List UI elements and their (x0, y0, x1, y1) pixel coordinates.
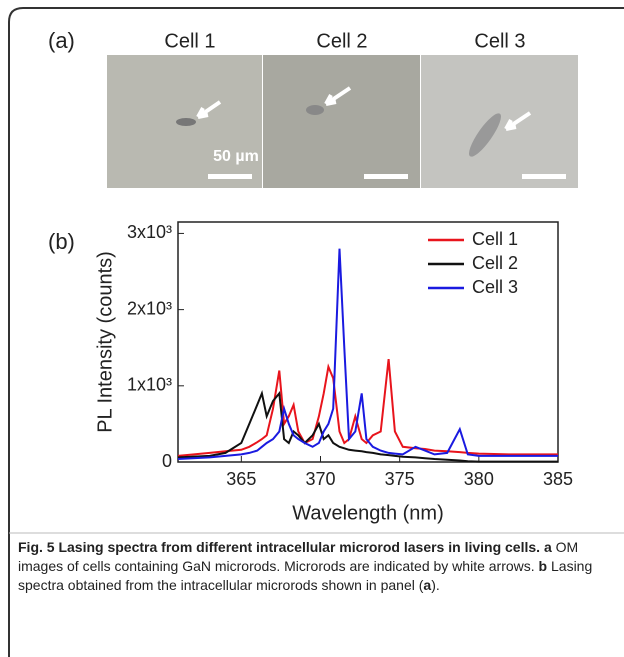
frame (8, 7, 624, 657)
cell-label: Cell 1 (164, 30, 215, 52)
scale-label: 50 µm (213, 148, 259, 165)
x-tick-label: 380 (464, 469, 494, 489)
panel-label: (b) (48, 229, 75, 254)
y-tick-label: 1x10³ (127, 375, 172, 395)
x-tick-label: 375 (385, 469, 415, 489)
x-tick-label: 370 (305, 469, 335, 489)
caption-run: ). (431, 577, 440, 593)
spectrum-line (177, 390, 558, 463)
legend-label: Cell 2 (472, 253, 518, 273)
y-axis-label: PL Intensity (counts) (94, 251, 116, 433)
caption-run: OM images of cells containing GaN micror… (18, 539, 579, 574)
y-tick-label: 3x10³ (127, 222, 172, 242)
microrod (176, 118, 196, 126)
y-tick-label: 0 (162, 451, 172, 471)
cell-label: Cell 2 (316, 30, 367, 52)
micrograph (263, 55, 420, 188)
microrod (306, 105, 324, 115)
plot-frame (177, 221, 559, 463)
arrow (504, 111, 532, 131)
scale-bar (208, 174, 252, 179)
x-tick-label: 365 (226, 469, 256, 489)
caption-run: b (538, 558, 548, 574)
cell-outline (469, 113, 501, 157)
x-axis-label: Wavelength (nm) (292, 502, 444, 524)
arrow (324, 86, 352, 106)
cell-label: Cell 3 (474, 30, 525, 52)
arrow (196, 100, 222, 119)
legend-label: Cell 1 (472, 229, 518, 249)
legend-label: Cell 3 (472, 277, 518, 297)
scale-bar (364, 174, 408, 179)
caption-run: a (543, 539, 552, 555)
spectrum-line (177, 358, 558, 457)
caption-run: Fig. 5 Lasing spectra from different int… (18, 539, 541, 555)
scale-bar (522, 174, 566, 179)
x-tick-label: 385 (543, 469, 573, 489)
caption: Fig. 5 Lasing spectra from different int… (18, 538, 610, 595)
spectrum-line (177, 248, 558, 460)
y-tick-label: 2x10³ (127, 298, 172, 318)
panel-label: (a) (48, 28, 75, 53)
caption-run: a (423, 577, 432, 593)
caption-run: Lasing spectra obtained from the intrace… (18, 558, 593, 593)
